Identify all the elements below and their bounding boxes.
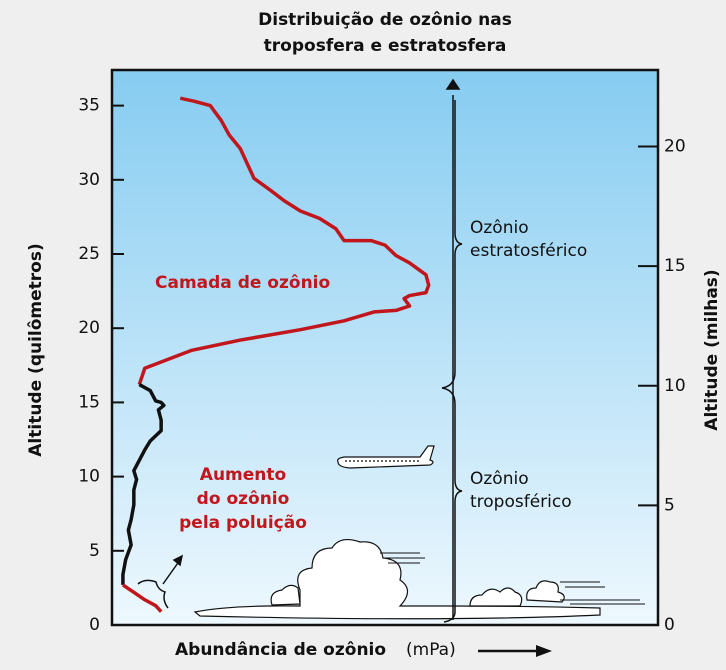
- annotation: Ozônio: [470, 218, 529, 238]
- ozone-line: [137, 96, 431, 386]
- airplane: [337, 445, 435, 469]
- annotation: Ozônio: [470, 469, 529, 489]
- annotation: pela poluição: [179, 513, 307, 533]
- y2-tick-label: 15: [664, 256, 686, 276]
- annotation: troposférico: [470, 492, 572, 512]
- plot-frame: [110, 68, 660, 627]
- region-braces: [137, 78, 463, 623]
- ozone-line: [121, 583, 163, 613]
- y-tick-label: 0: [89, 615, 100, 635]
- y-axis-label: Altitude (quilômetros): [26, 243, 46, 456]
- clouds: [193, 538, 601, 620]
- y2-axis-label: Altitude (milhas): [702, 269, 722, 430]
- annotation: estratosférico: [470, 241, 587, 261]
- y-tick-label: 35: [78, 96, 100, 116]
- x-axis-unit: (mPa): [406, 640, 456, 660]
- chart-title: Distribuição de ozônio nas: [258, 10, 512, 30]
- y-tick-label: 15: [78, 392, 100, 412]
- y2-tick-label: 0: [664, 615, 675, 635]
- chart-title: troposfera e estratosfera: [264, 36, 507, 56]
- y-tick-label: 20: [78, 318, 100, 338]
- x-arrow: [478, 645, 552, 657]
- y2-tick-label: 20: [664, 137, 686, 157]
- annotation: Aumento: [200, 465, 286, 485]
- y-tick-label: 25: [78, 244, 100, 264]
- y-tick-label: 5: [89, 541, 100, 561]
- annotation: do ozônio: [197, 489, 290, 509]
- annotation: Camada de ozônio: [155, 273, 330, 293]
- plot-area: [112, 70, 658, 625]
- y-tick-label: 30: [78, 170, 100, 190]
- y2-tick-label: 5: [664, 495, 675, 515]
- y2-tick-label: 10: [664, 376, 686, 396]
- ozone-line: [121, 383, 166, 585]
- x-axis-label: Abundância de ozônio: [175, 640, 386, 660]
- wind-lines: [380, 552, 645, 605]
- y-tick-label: 10: [78, 467, 100, 487]
